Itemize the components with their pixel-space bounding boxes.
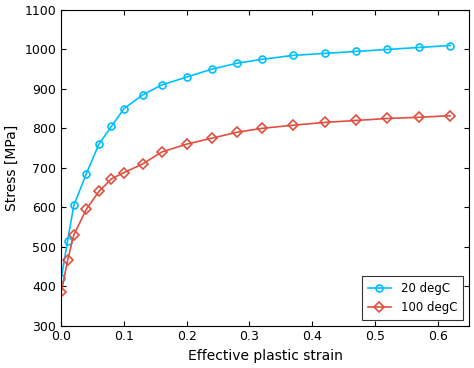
20 degC: [121, 106, 127, 111]
100 degC: [140, 162, 146, 166]
100 degC: [353, 118, 359, 123]
20 degC: [353, 49, 359, 54]
20 degC: [58, 276, 64, 280]
20 degC: [322, 51, 328, 56]
Legend: 20 degC, 100 degC: 20 degC, 100 degC: [362, 276, 463, 320]
100 degC: [58, 290, 64, 294]
20 degC: [184, 75, 190, 79]
100 degC: [291, 123, 296, 127]
20 degC: [140, 93, 146, 97]
20 degC: [384, 47, 390, 52]
100 degC: [259, 126, 265, 131]
100 degC: [322, 120, 328, 125]
100 degC: [109, 177, 114, 181]
20 degC: [83, 171, 89, 176]
100 degC: [121, 170, 127, 175]
100 degC: [159, 150, 164, 154]
20 degC: [159, 83, 164, 87]
100 degC: [96, 189, 102, 194]
20 degC: [259, 57, 265, 61]
100 degC: [83, 207, 89, 212]
100 degC: [416, 115, 422, 120]
100 degC: [65, 258, 71, 263]
100 degC: [209, 136, 215, 141]
100 degC: [384, 116, 390, 121]
20 degC: [109, 124, 114, 128]
Line: 100 degC: 100 degC: [58, 112, 454, 296]
20 degC: [416, 45, 422, 50]
20 degC: [209, 67, 215, 71]
20 degC: [65, 238, 71, 243]
Y-axis label: Stress [MPa]: Stress [MPa]: [5, 125, 19, 211]
100 degC: [184, 142, 190, 146]
20 degC: [71, 203, 77, 208]
100 degC: [71, 233, 77, 237]
20 degC: [234, 61, 240, 66]
100 degC: [447, 113, 453, 118]
X-axis label: Effective plastic strain: Effective plastic strain: [188, 349, 343, 363]
20 degC: [447, 43, 453, 48]
20 degC: [291, 53, 296, 57]
Line: 20 degC: 20 degC: [58, 42, 454, 282]
100 degC: [234, 130, 240, 134]
20 degC: [96, 142, 102, 146]
